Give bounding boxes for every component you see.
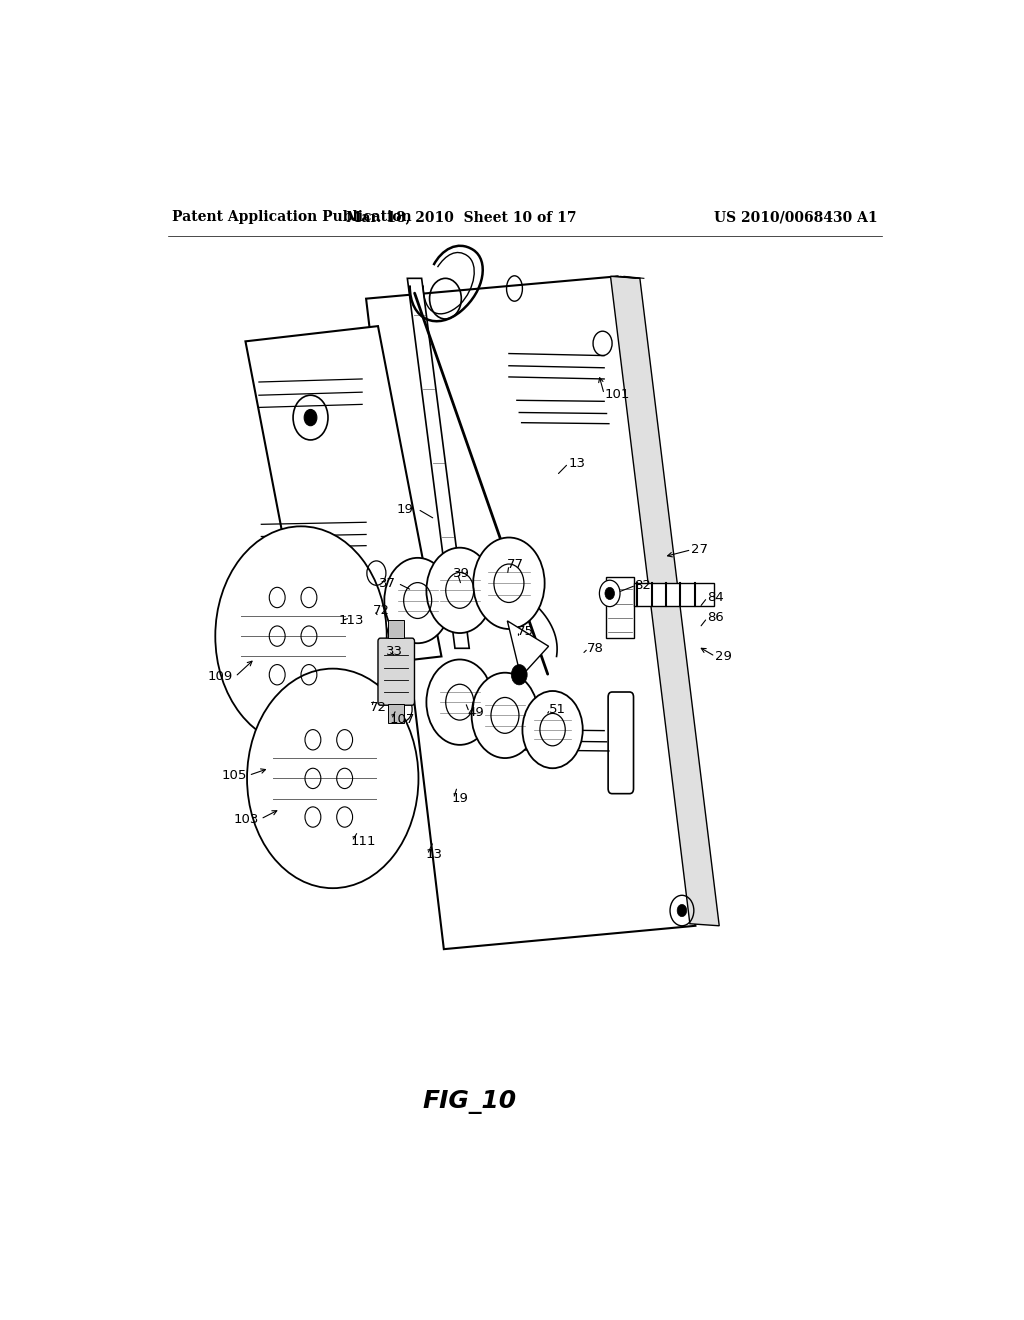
Text: 51: 51: [549, 702, 565, 715]
Text: 77: 77: [507, 558, 523, 572]
Text: 13: 13: [426, 849, 442, 861]
Text: 75: 75: [517, 624, 534, 638]
Circle shape: [677, 904, 687, 916]
Text: 72: 72: [370, 701, 387, 714]
Circle shape: [511, 664, 527, 685]
Circle shape: [426, 548, 494, 634]
Text: 49: 49: [468, 706, 484, 719]
Circle shape: [522, 690, 583, 768]
Text: 82: 82: [634, 578, 651, 591]
Text: 101: 101: [604, 388, 630, 401]
Circle shape: [304, 409, 316, 426]
Text: 19: 19: [397, 503, 414, 516]
Text: 27: 27: [691, 544, 709, 556]
Text: 37: 37: [379, 577, 396, 590]
Polygon shape: [408, 279, 469, 648]
Circle shape: [384, 558, 451, 643]
Circle shape: [472, 673, 539, 758]
Circle shape: [473, 537, 545, 630]
Bar: [634, 583, 714, 606]
Text: 86: 86: [708, 611, 724, 624]
Bar: [388, 620, 404, 638]
Circle shape: [599, 581, 620, 607]
Polygon shape: [367, 276, 695, 949]
Text: US 2010/0068430 A1: US 2010/0068430 A1: [715, 210, 878, 224]
Polygon shape: [246, 326, 441, 672]
Text: 29: 29: [715, 649, 732, 663]
Text: Patent Application Publication: Patent Application Publication: [172, 210, 412, 224]
FancyBboxPatch shape: [378, 638, 415, 705]
Text: 107: 107: [390, 713, 416, 726]
Polygon shape: [610, 276, 719, 925]
Text: 113: 113: [338, 614, 364, 627]
Text: 84: 84: [708, 591, 724, 605]
Circle shape: [215, 527, 387, 746]
Text: 105: 105: [221, 768, 247, 781]
Text: 39: 39: [454, 566, 470, 579]
Text: 103: 103: [233, 813, 259, 825]
Text: 19: 19: [452, 792, 469, 805]
Text: 78: 78: [587, 642, 603, 655]
Bar: [606, 577, 634, 638]
Text: 111: 111: [350, 836, 376, 847]
Text: Mar. 18, 2010  Sheet 10 of 17: Mar. 18, 2010 Sheet 10 of 17: [346, 210, 577, 224]
Bar: [388, 704, 404, 722]
Text: FIG_10: FIG_10: [422, 1089, 516, 1114]
Text: 33: 33: [386, 645, 402, 657]
Text: 109: 109: [208, 671, 232, 684]
Circle shape: [605, 587, 614, 599]
Text: 13: 13: [568, 457, 586, 470]
Text: 72: 72: [373, 605, 389, 618]
Polygon shape: [507, 620, 549, 677]
Circle shape: [426, 660, 494, 744]
Circle shape: [247, 669, 419, 888]
